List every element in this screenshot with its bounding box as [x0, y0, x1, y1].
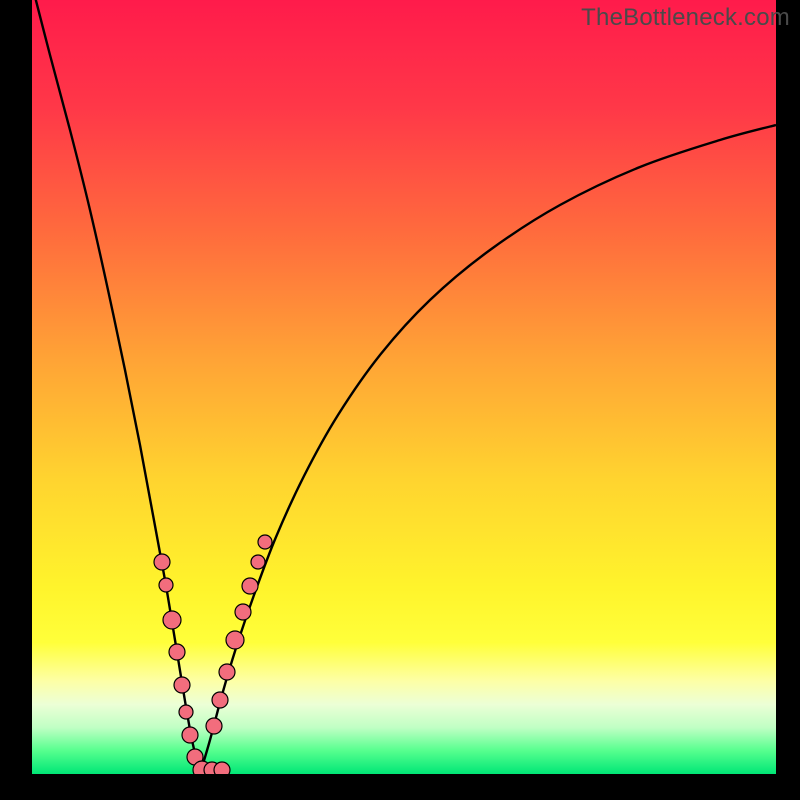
scatter-point — [169, 644, 185, 660]
scatter-point — [219, 664, 235, 680]
scatter-point — [258, 535, 272, 549]
scatter-point — [242, 578, 258, 594]
scatter-point — [174, 677, 190, 693]
chart-container: TheBottleneck.com — [0, 0, 800, 800]
scatter-point — [154, 554, 170, 570]
scatter-point — [212, 692, 228, 708]
bottleneck-chart-svg — [0, 0, 800, 800]
scatter-point — [235, 604, 251, 620]
scatter-point — [226, 631, 244, 649]
scatter-point — [159, 578, 173, 592]
scatter-point — [182, 727, 198, 743]
scatter-point — [251, 555, 265, 569]
watermark-label: TheBottleneck.com — [581, 4, 790, 32]
scatter-point — [179, 705, 193, 719]
scatter-point — [163, 611, 181, 629]
plot-area — [32, 0, 776, 774]
scatter-point — [206, 718, 222, 734]
